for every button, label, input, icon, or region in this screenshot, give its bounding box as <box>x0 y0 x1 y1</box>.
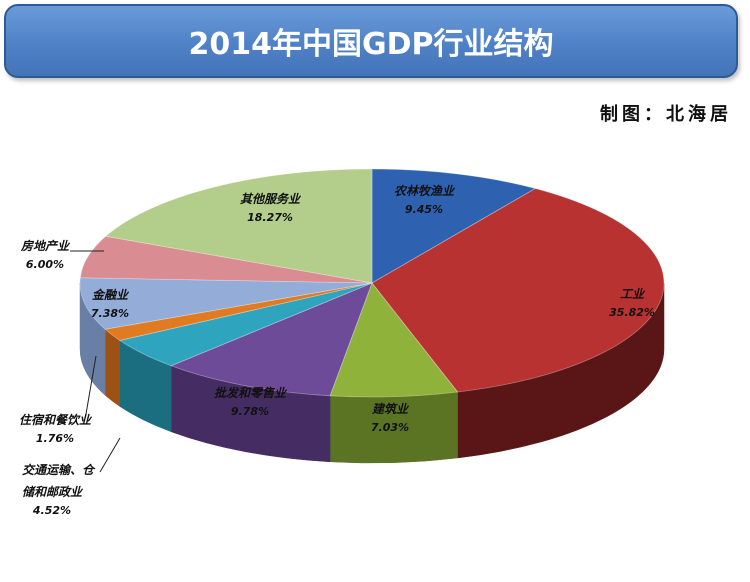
pie-slice-transport <box>118 282 373 367</box>
label-other-value: 18.27% <box>247 211 293 224</box>
label-hospitality-name: 住宿和餐饮业 <box>19 413 93 427</box>
label-real-estate-value: 6.00% <box>26 258 64 271</box>
pie-slice-construction <box>329 282 459 398</box>
label-transport-value: 4.52% <box>32 504 71 517</box>
pie-slice-trade <box>170 282 373 397</box>
label-finance-value: 7.38% <box>91 307 129 320</box>
label-agriculture-name: 农林牧渔业 <box>394 184 456 198</box>
label-trade-value: 9.78% <box>231 405 269 418</box>
leader-line-transport <box>99 437 121 473</box>
label-industry-value: 35.82% <box>609 306 655 319</box>
pie-slice-finance <box>79 277 373 330</box>
title-banner: 2014年中国GDP行业结构 <box>4 4 738 78</box>
pie-top <box>79 168 665 398</box>
label-transport-name-line2: 储和邮政业 <box>22 485 84 499</box>
pie-slice-other <box>104 168 373 284</box>
pie-slice-hospitality <box>104 282 373 341</box>
label-industry-name: 工业 <box>620 287 646 301</box>
label-transport-name-line1: 交通运输、仓 <box>22 463 96 477</box>
slice-labels: 农林牧渔业 9.45% 工业 35.82% 建筑业 7.03% 批发和零售业 9… <box>19 184 655 517</box>
label-hospitality-value: 1.76% <box>36 432 74 445</box>
leader-lines <box>70 250 121 473</box>
label-trade-name: 批发和零售业 <box>214 386 288 400</box>
label-real-estate-name: 房地产业 <box>20 239 71 253</box>
label-agriculture-value: 9.45% <box>405 203 443 216</box>
credit-text: 制图：北海居 <box>600 104 732 125</box>
label-construction-name: 建筑业 <box>371 402 410 416</box>
pie-slice-real-estate <box>79 235 373 284</box>
pie-side-hospitality <box>104 328 121 407</box>
pie-slice-agriculture <box>371 168 537 284</box>
leader-line-hospitality <box>85 355 97 415</box>
label-construction-value: 7.03% <box>371 421 409 434</box>
label-finance-name: 金融业 <box>92 288 130 302</box>
label-other-name: 其他服务业 <box>240 192 302 206</box>
pie-slice-industry <box>371 188 665 393</box>
chart-title: 2014年中国GDP行业结构 <box>188 27 554 62</box>
